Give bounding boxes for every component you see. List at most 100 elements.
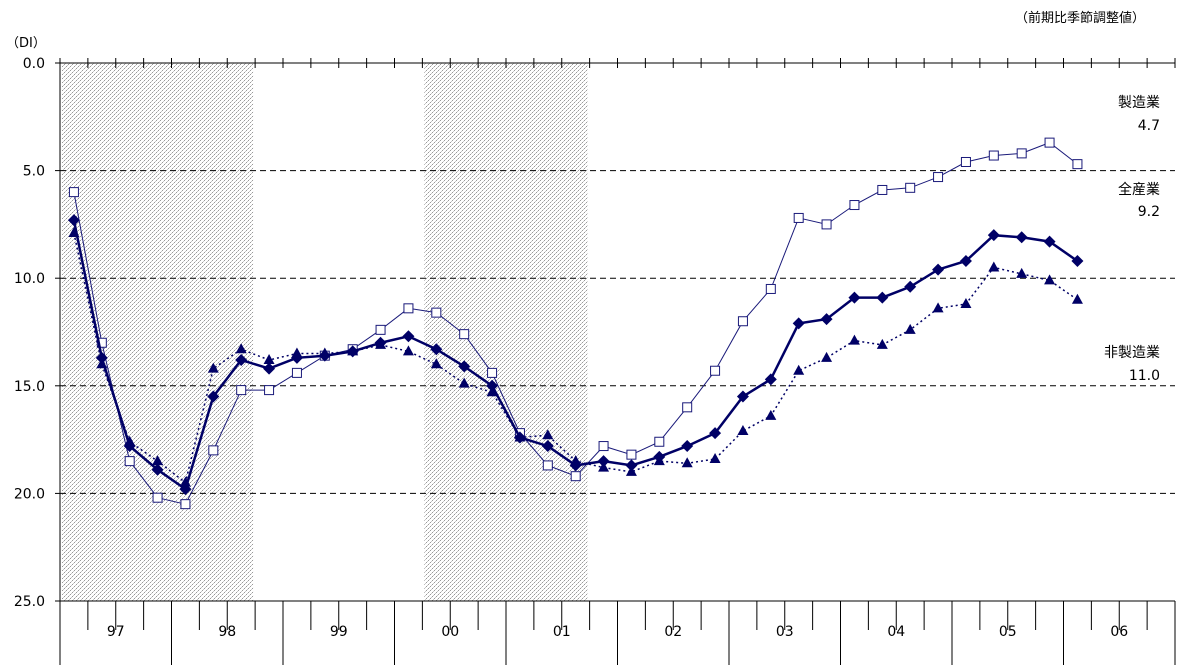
point-0-20 — [626, 449, 637, 460]
point-1-1 — [95, 351, 108, 364]
point-0-26 — [793, 212, 804, 223]
point-0-19 — [598, 441, 609, 452]
point-0-25 — [765, 283, 776, 294]
point-0-30 — [905, 182, 916, 193]
point-2-16 — [514, 431, 526, 442]
point-2-14 — [458, 377, 470, 388]
point-1-22 — [681, 440, 694, 453]
year-label-99: 99 — [330, 624, 348, 640]
point-1-25 — [764, 373, 777, 386]
point-2-33 — [988, 261, 1000, 272]
point-2-25 — [765, 409, 777, 420]
point-0-18 — [570, 471, 581, 482]
point-2-22 — [681, 457, 693, 468]
point-1-0 — [67, 214, 80, 227]
point-1-32 — [959, 254, 972, 267]
shaded-period-1 — [424, 63, 588, 601]
point-1-28 — [848, 291, 861, 304]
point-0-34 — [1016, 148, 1027, 159]
y-tick-label-2: 10.0 — [14, 271, 45, 287]
year-label-01: 01 — [553, 624, 571, 640]
labels: （前期比季節調整値） （DI） 製造業 4.7 全産業 9.2 非製造業 11.0 — [6, 10, 1160, 384]
point-0-1 — [96, 337, 107, 348]
point-0-32 — [960, 156, 971, 167]
point-1-12 — [402, 330, 415, 343]
series-value-label-2: 11.0 — [1129, 368, 1160, 384]
point-1-33 — [987, 229, 1000, 242]
year-label-06: 06 — [1110, 624, 1128, 640]
point-0-8 — [291, 367, 302, 378]
point-0-31 — [933, 172, 944, 183]
y-tick-label-1: 5.0 — [23, 164, 45, 180]
point-1-29 — [876, 291, 889, 304]
point-0-17 — [542, 460, 553, 471]
point-0-21 — [654, 436, 665, 447]
point-2-27 — [821, 351, 833, 362]
point-2-17 — [542, 429, 554, 440]
point-2-29 — [876, 338, 888, 349]
point-0-14 — [459, 329, 470, 340]
y-tick-label-5: 25.0 — [14, 594, 45, 610]
point-1-7 — [263, 362, 276, 375]
point-0-11 — [375, 324, 386, 335]
point-2-11 — [375, 338, 387, 349]
point-2-34 — [1016, 267, 1028, 278]
point-2-36 — [1071, 293, 1083, 304]
point-1-6 — [235, 353, 248, 366]
point-2-23 — [709, 452, 721, 463]
series-2 — [68, 227, 1083, 487]
series-layer — [67, 137, 1084, 510]
point-2-30 — [904, 323, 916, 334]
year-label-00: 00 — [441, 624, 459, 640]
point-1-23 — [709, 427, 722, 440]
series-name-label-1: 全産業 — [1118, 181, 1160, 198]
y-tick-label-4: 20.0 — [14, 486, 45, 502]
y-tick-label-0: 0.0 — [23, 56, 45, 72]
series-name-label-0: 製造業 — [1118, 95, 1160, 111]
point-1-26 — [792, 317, 805, 330]
point-1-27 — [820, 313, 833, 326]
y-tick-label-3: 15.0 — [14, 379, 45, 395]
point-1-17 — [541, 440, 554, 453]
point-1-13 — [430, 343, 443, 356]
point-0-28 — [849, 200, 860, 211]
point-2-10 — [347, 345, 359, 356]
year-label-05: 05 — [999, 624, 1017, 640]
y-axis-label: （DI） — [6, 36, 46, 51]
point-0-13 — [431, 307, 442, 318]
point-0-2 — [124, 456, 135, 467]
point-2-13 — [430, 358, 442, 369]
recession-shading — [62, 63, 588, 601]
point-2-32 — [960, 298, 972, 309]
point-2-26 — [793, 364, 805, 375]
point-2-0 — [68, 227, 80, 238]
point-0-27 — [821, 219, 832, 230]
point-1-14 — [458, 360, 471, 373]
point-2-9 — [319, 347, 331, 358]
point-2-4 — [179, 476, 191, 487]
point-0-22 — [682, 402, 693, 413]
point-0-23 — [710, 365, 721, 376]
year-label-98: 98 — [218, 624, 236, 640]
point-0-24 — [737, 316, 748, 327]
point-0-15 — [487, 367, 498, 378]
point-2-12 — [402, 345, 414, 356]
point-0-0 — [68, 187, 79, 198]
point-0-7 — [264, 385, 275, 396]
point-1-3 — [151, 463, 164, 476]
point-1-36 — [1071, 254, 1084, 267]
point-0-35 — [1044, 137, 1055, 148]
point-2-31 — [932, 302, 944, 313]
point-0-3 — [152, 492, 163, 503]
year-label-03: 03 — [776, 624, 794, 640]
point-2-6 — [235, 343, 247, 354]
point-2-2 — [124, 435, 136, 446]
point-2-1 — [96, 358, 108, 369]
point-2-35 — [1044, 274, 1056, 285]
point-2-5 — [207, 362, 219, 373]
year-label-02: 02 — [664, 624, 682, 640]
point-1-19 — [597, 455, 610, 468]
point-0-6 — [236, 385, 247, 396]
point-2-20 — [625, 465, 637, 476]
point-2-3 — [152, 455, 164, 466]
